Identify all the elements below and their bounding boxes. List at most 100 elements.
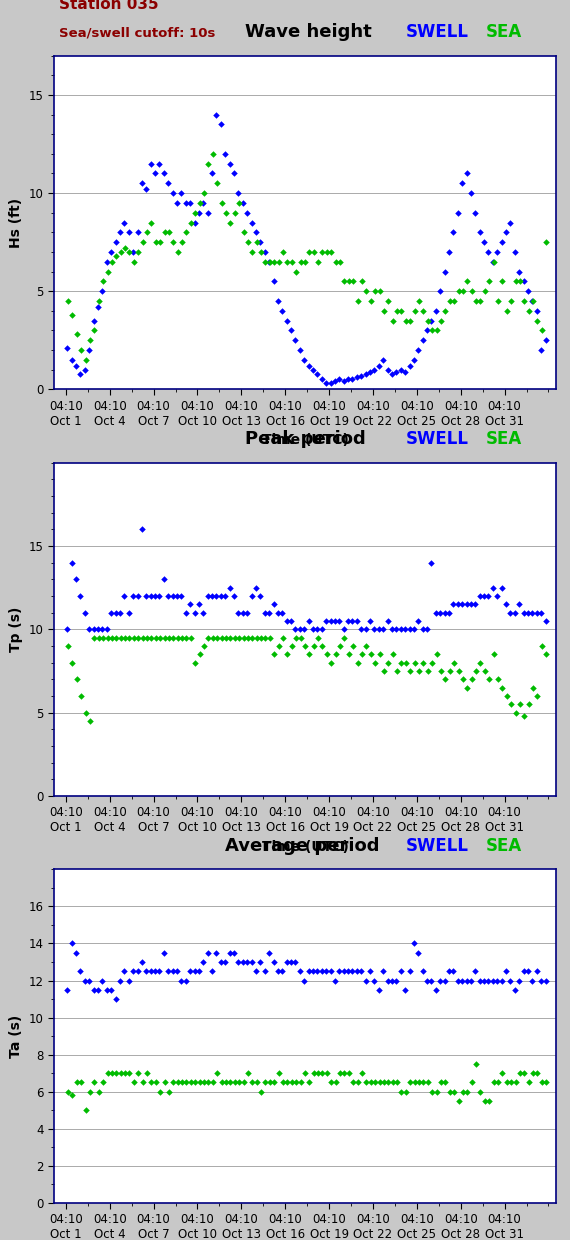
Point	[137, 952, 146, 972]
Point	[450, 291, 459, 311]
Point	[99, 627, 108, 647]
Point	[401, 619, 410, 640]
Point	[85, 340, 94, 360]
Point	[471, 961, 480, 981]
Point	[89, 311, 98, 331]
Point	[76, 1073, 86, 1092]
Point	[133, 961, 142, 981]
Point	[252, 1073, 261, 1092]
Point	[424, 661, 433, 681]
Point	[450, 652, 459, 672]
Text: SEA: SEA	[486, 430, 522, 448]
Point	[538, 1073, 547, 1092]
Point	[384, 652, 393, 672]
Point	[195, 193, 204, 213]
Point	[295, 961, 304, 981]
Point	[361, 619, 370, 640]
Point	[274, 252, 283, 272]
Point	[484, 242, 493, 262]
Point	[528, 678, 538, 698]
Point	[475, 971, 484, 991]
Point	[164, 174, 173, 193]
Point	[200, 1073, 209, 1092]
Point	[221, 1073, 230, 1092]
Point	[510, 980, 519, 999]
Point	[366, 1073, 375, 1092]
Point	[256, 1081, 266, 1101]
Point	[129, 627, 139, 647]
Point	[528, 1063, 538, 1083]
Point	[76, 961, 85, 981]
Point	[523, 961, 532, 981]
Text: SWELL: SWELL	[405, 24, 469, 41]
Point	[234, 184, 243, 203]
Point	[528, 603, 537, 622]
Point	[129, 961, 138, 981]
Point	[248, 1073, 257, 1092]
Point	[67, 553, 76, 573]
Point	[445, 291, 454, 311]
Point	[409, 350, 418, 370]
Point	[414, 340, 423, 360]
Point	[515, 971, 524, 991]
Point	[532, 603, 541, 622]
Point	[159, 569, 168, 589]
Point	[230, 627, 239, 647]
Point	[331, 645, 340, 665]
Point	[300, 619, 309, 640]
Point	[475, 222, 484, 242]
Point	[186, 1073, 196, 1092]
Point	[317, 619, 327, 640]
Point	[406, 311, 415, 331]
Point	[160, 627, 169, 647]
Point	[336, 252, 345, 272]
Point	[467, 670, 476, 689]
Point	[85, 619, 94, 640]
Point	[213, 627, 222, 647]
Point	[380, 1073, 389, 1092]
Point	[76, 340, 86, 360]
Point	[182, 222, 191, 242]
Point	[388, 1073, 397, 1092]
Point	[173, 587, 182, 606]
Point	[489, 1073, 498, 1092]
Point	[353, 652, 362, 672]
Point	[85, 971, 94, 991]
Point	[155, 154, 164, 174]
Point	[314, 627, 323, 647]
Point	[261, 627, 270, 647]
Y-axis label: Tp (s): Tp (s)	[9, 606, 23, 652]
Point	[63, 636, 72, 656]
Point	[182, 627, 191, 647]
Point	[225, 578, 234, 598]
Point	[93, 619, 103, 640]
Point	[384, 1073, 393, 1092]
Point	[173, 627, 182, 647]
Point	[362, 281, 371, 301]
Point	[317, 961, 327, 981]
Point	[374, 619, 384, 640]
Point	[541, 971, 550, 991]
Point	[191, 203, 200, 223]
Point	[375, 281, 384, 301]
Point	[471, 291, 481, 311]
Point	[511, 272, 520, 291]
Point	[428, 320, 437, 340]
Point	[502, 222, 511, 242]
Point	[427, 553, 436, 573]
Point	[533, 311, 542, 331]
Point	[274, 961, 283, 981]
Point	[440, 971, 449, 991]
Point	[300, 636, 310, 656]
Point	[76, 363, 85, 383]
Point	[481, 281, 490, 301]
Point	[124, 222, 133, 242]
Point	[270, 645, 279, 665]
Point	[212, 104, 221, 124]
Point	[282, 611, 291, 631]
Point	[234, 952, 243, 972]
Y-axis label: Hs (ft): Hs (ft)	[9, 197, 23, 248]
Point	[541, 611, 550, 631]
Point	[63, 339, 72, 358]
Point	[349, 272, 358, 291]
